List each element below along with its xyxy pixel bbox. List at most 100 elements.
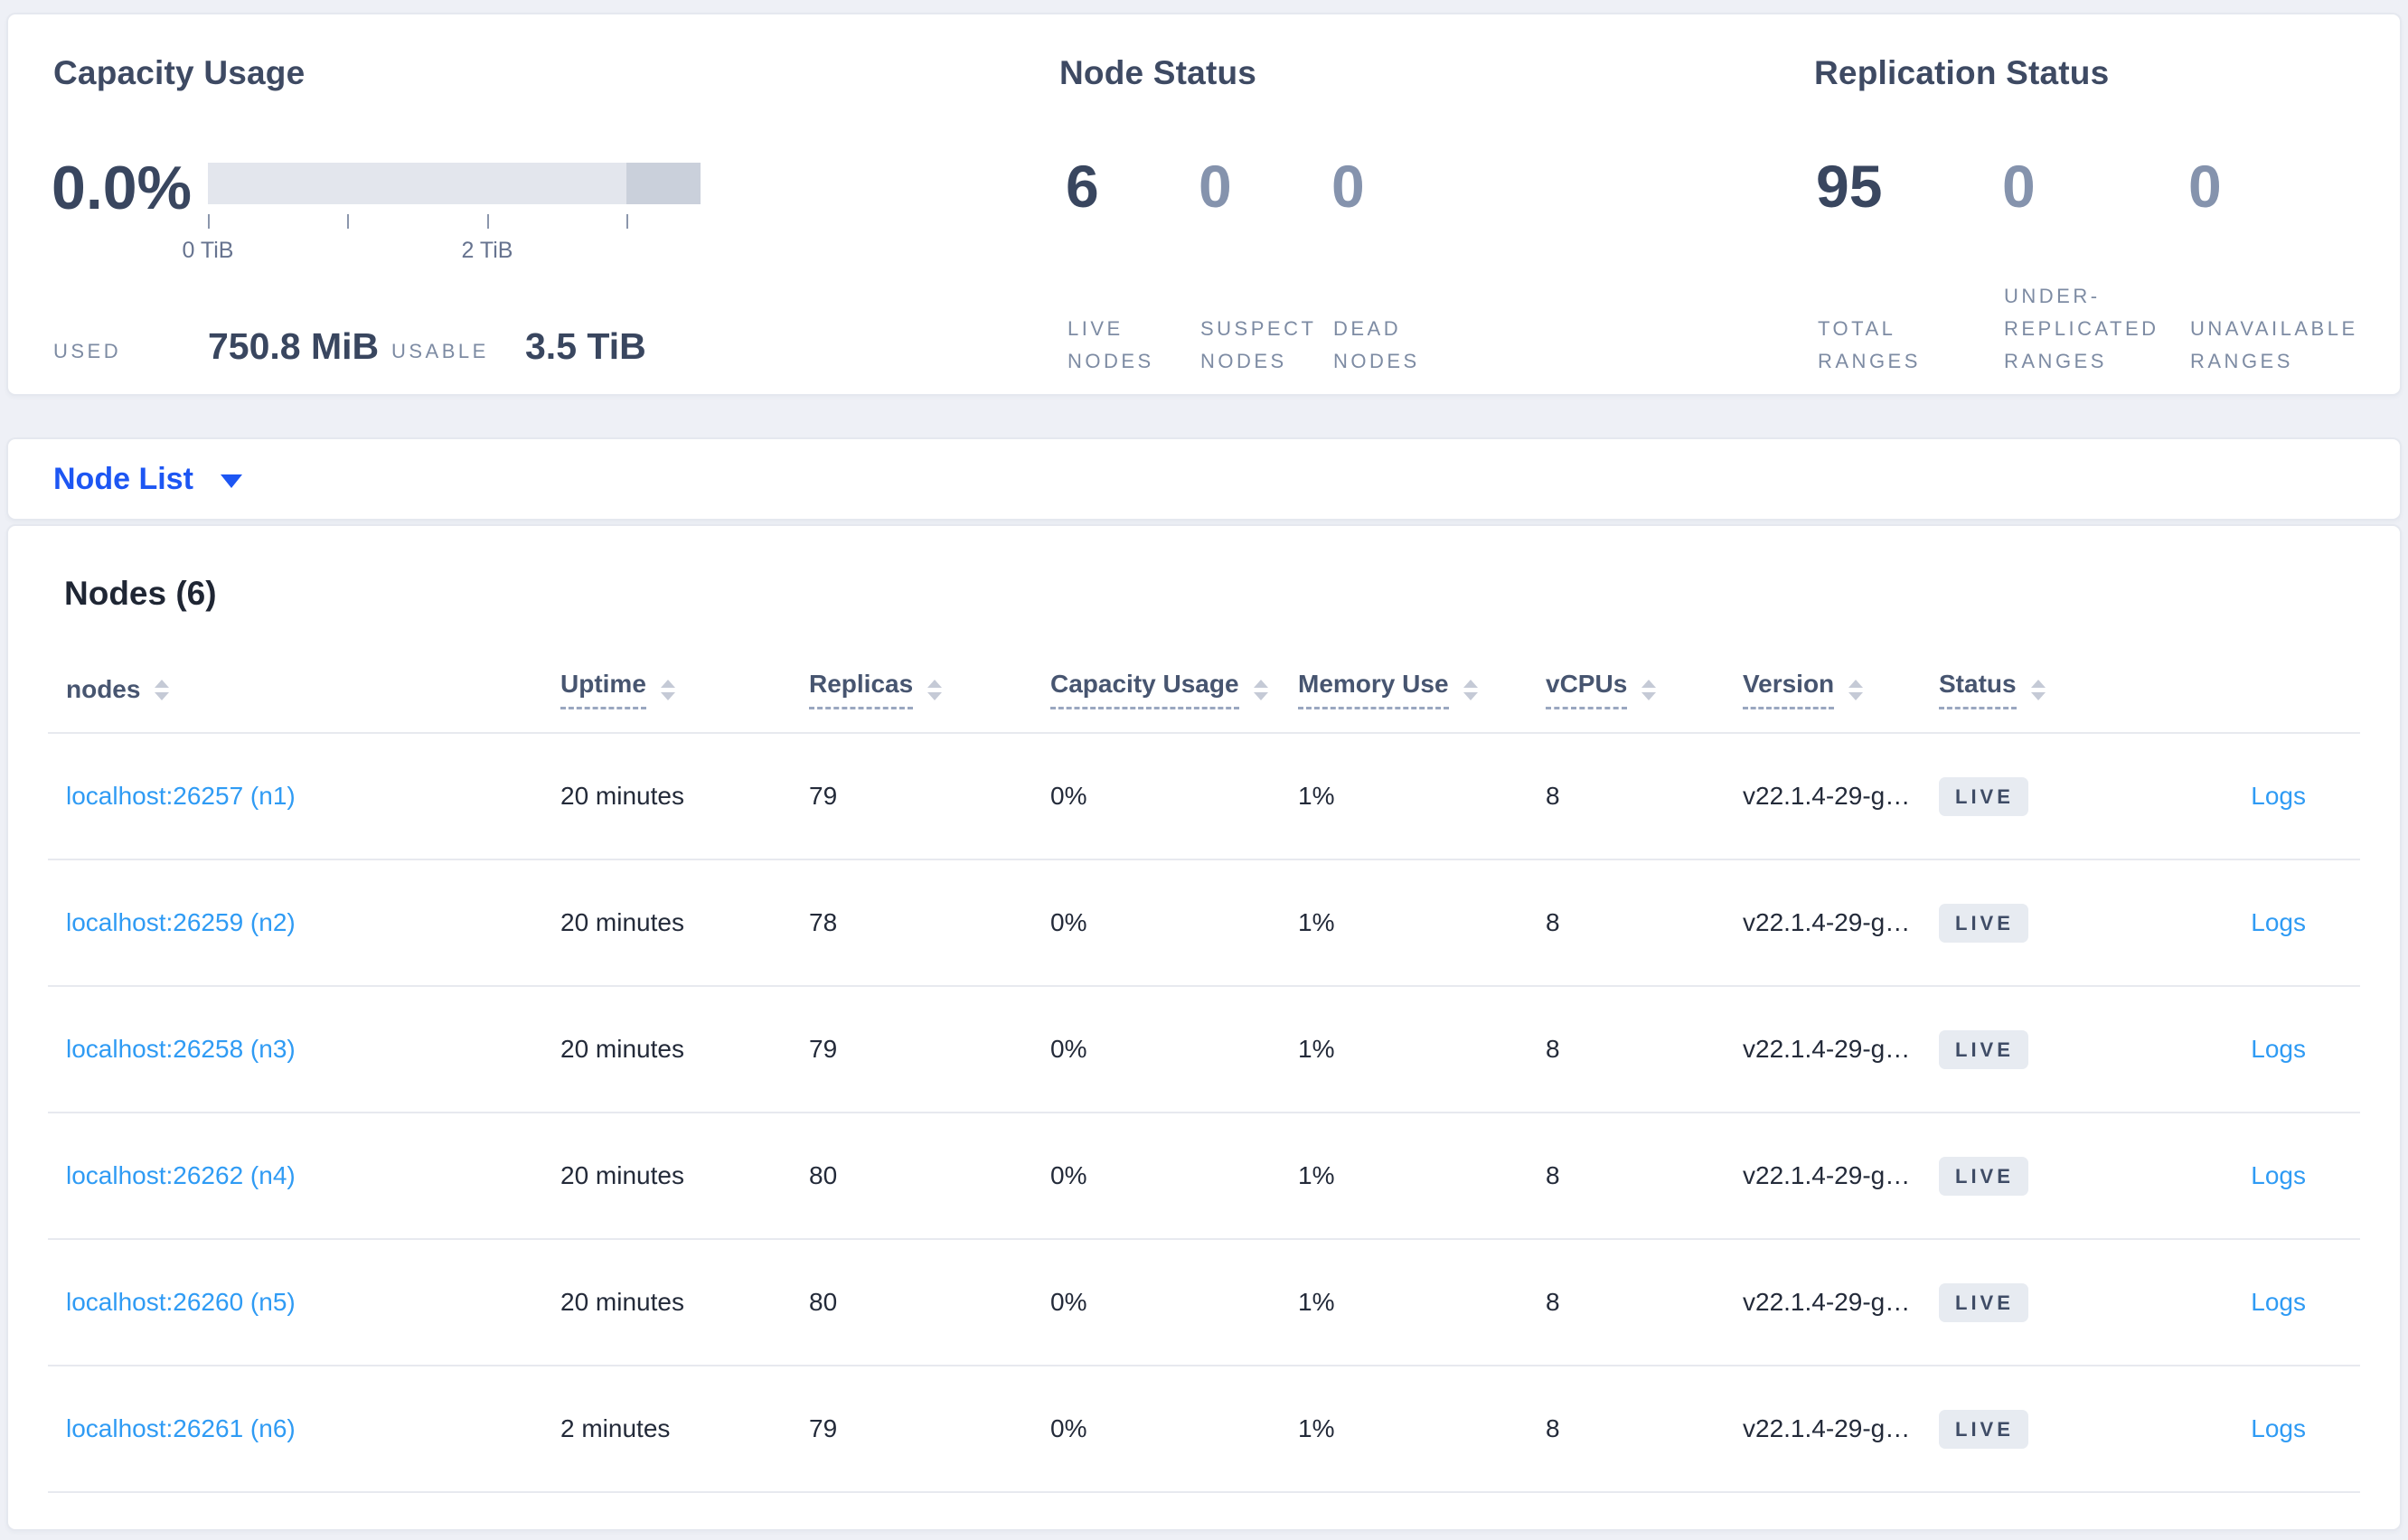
logs-link[interactable]: Logs: [2251, 908, 2306, 936]
sort-icon: [660, 679, 675, 700]
sort-icon: [2030, 679, 2046, 700]
stat-dead-nodes: 0 DEAD NODES: [1331, 141, 1464, 378]
column-header-label: Uptime: [560, 670, 646, 709]
capacity-bar-track: [208, 163, 701, 204]
capacity-percent: 0.0%: [52, 154, 192, 222]
node-link[interactable]: localhost:26260 (n5): [66, 1288, 296, 1316]
column-header-memory-use[interactable]: Memory Use: [1298, 670, 1546, 709]
version-cell: v22.1.4-29-g…: [1743, 908, 1911, 936]
uptime-cell: 20 minutes: [560, 1035, 684, 1063]
memory-use-cell: 1%: [1298, 1414, 1335, 1442]
sort-icon: [1253, 679, 1268, 700]
node-link[interactable]: localhost:26258 (n3): [66, 1035, 296, 1063]
sort-icon: [1641, 679, 1657, 700]
nodes-table-title: Nodes (6): [64, 575, 217, 612]
uptime-cell: 20 minutes: [560, 908, 684, 936]
table-header-row: nodes Uptime Replicas Capacity Usage Mem…: [48, 647, 2360, 734]
replicas-cell: 78: [809, 908, 838, 936]
sort-icon: [927, 679, 943, 700]
column-header-vcpus[interactable]: vCPUs: [1546, 670, 1743, 709]
nodes-table-card: Nodes (6) nodes Uptime Replicas Capacity…: [6, 524, 2402, 1531]
column-header-uptime[interactable]: Uptime: [560, 670, 809, 709]
stat-live-nodes: 6 LIVE NODES: [1066, 141, 1199, 378]
capacity-bar-reserved-segment: [626, 163, 701, 204]
stat-label: DEAD NODES: [1333, 317, 1420, 372]
chevron-down-icon: [220, 474, 242, 488]
stat-value: 0: [2188, 153, 2222, 220]
logs-link[interactable]: Logs: [2251, 1414, 2306, 1442]
vcpus-cell: 8: [1546, 1035, 1560, 1063]
stat-label: TOTAL RANGES: [1818, 317, 1921, 372]
node-link[interactable]: localhost:26257 (n1): [66, 782, 296, 810]
column-header-label: Capacity Usage: [1050, 670, 1239, 709]
view-selector-bar: Node List: [6, 437, 2402, 521]
stat-value: 95: [1816, 153, 1883, 220]
memory-use-cell: 1%: [1298, 1035, 1335, 1063]
table-row: localhost:26262 (n4) 20 minutes 80 0% 1%…: [48, 1113, 2360, 1240]
memory-use-cell: 1%: [1298, 1161, 1335, 1189]
stat-value: 0: [1199, 153, 1232, 220]
status-badge: LIVE: [1939, 1409, 2028, 1449]
logs-link[interactable]: Logs: [2251, 1161, 2306, 1189]
replication-status-title: Replication Status: [1814, 54, 2110, 91]
node-link[interactable]: localhost:26259 (n2): [66, 908, 296, 936]
capacity-usage-cell: 0%: [1050, 1414, 1087, 1442]
memory-use-cell: 1%: [1298, 908, 1335, 936]
axis-tick: [347, 214, 349, 229]
sort-icon: [1848, 679, 1864, 700]
capacity-usage-cell: 0%: [1050, 908, 1087, 936]
memory-use-cell: 1%: [1298, 782, 1335, 810]
column-header-version[interactable]: Version: [1743, 670, 1939, 709]
version-cell: v22.1.4-29-g…: [1743, 1414, 1911, 1442]
axis-tick: [487, 214, 489, 229]
logs-link[interactable]: Logs: [2251, 1035, 2306, 1063]
replicas-cell: 80: [809, 1161, 838, 1189]
version-cell: v22.1.4-29-g…: [1743, 1161, 1911, 1189]
column-header-label: Memory Use: [1298, 670, 1449, 709]
axis-tick-label: 2 TiB: [461, 238, 513, 263]
memory-use-cell: 1%: [1298, 1288, 1335, 1316]
node-link[interactable]: localhost:26262 (n4): [66, 1161, 296, 1189]
column-header-status[interactable]: Status: [1939, 670, 2172, 709]
column-header-replicas[interactable]: Replicas: [809, 670, 1050, 709]
stat-label: UNAVAILABLE RANGES: [2190, 317, 2358, 372]
logs-link[interactable]: Logs: [2251, 782, 2306, 810]
node-list-dropdown[interactable]: Node List: [53, 462, 242, 497]
stat-suspect-nodes: 0 SUSPECT NODES: [1199, 141, 1331, 378]
version-cell: v22.1.4-29-g…: [1743, 782, 1911, 810]
column-header-label: nodes: [66, 675, 141, 703]
capacity-usage-cell: 0%: [1050, 1288, 1087, 1316]
capacity-bar: 0 TiB 2 TiB: [183, 163, 701, 280]
axis-tick: [208, 214, 210, 229]
replicas-cell: 79: [809, 1035, 838, 1063]
usable-value: 3.5 TiB: [525, 325, 646, 367]
stat-value: 0: [1331, 153, 1365, 220]
vcpus-cell: 8: [1546, 908, 1560, 936]
status-badge: LIVE: [1939, 1156, 2028, 1196]
nodes-table: nodes Uptime Replicas Capacity Usage Mem…: [48, 647, 2360, 1493]
version-cell: v22.1.4-29-g…: [1743, 1035, 1911, 1063]
capacity-usage-cell: 0%: [1050, 1035, 1087, 1063]
stat-total-ranges: 95 TOTAL RANGES: [1816, 141, 2002, 378]
logs-link[interactable]: Logs: [2251, 1288, 2306, 1316]
uptime-cell: 20 minutes: [560, 782, 684, 810]
uptime-cell: 20 minutes: [560, 1288, 684, 1316]
status-badge: LIVE: [1939, 903, 2028, 943]
stat-unavailable-ranges: 0 UNAVAILABLE RANGES: [2188, 141, 2375, 378]
column-header-capacity-usage[interactable]: Capacity Usage: [1050, 670, 1298, 709]
table-row: localhost:26261 (n6) 2 minutes 79 0% 1% …: [48, 1366, 2360, 1493]
node-list-dropdown-label: Node List: [53, 461, 193, 496]
axis-tick: [626, 214, 628, 229]
column-header-nodes[interactable]: nodes: [48, 675, 560, 704]
node-status-title: Node Status: [1059, 54, 1257, 91]
status-badge: LIVE: [1939, 1029, 2028, 1069]
capacity-usage-title: Capacity Usage: [53, 54, 306, 91]
replicas-cell: 79: [809, 1414, 838, 1442]
uptime-cell: 20 minutes: [560, 1161, 684, 1189]
version-cell: v22.1.4-29-g…: [1743, 1288, 1911, 1316]
node-link[interactable]: localhost:26261 (n6): [66, 1414, 296, 1442]
usable-label: USABLE: [391, 340, 489, 362]
table-row: localhost:26258 (n3) 20 minutes 79 0% 1%…: [48, 987, 2360, 1113]
column-header-label: Replicas: [809, 670, 914, 709]
